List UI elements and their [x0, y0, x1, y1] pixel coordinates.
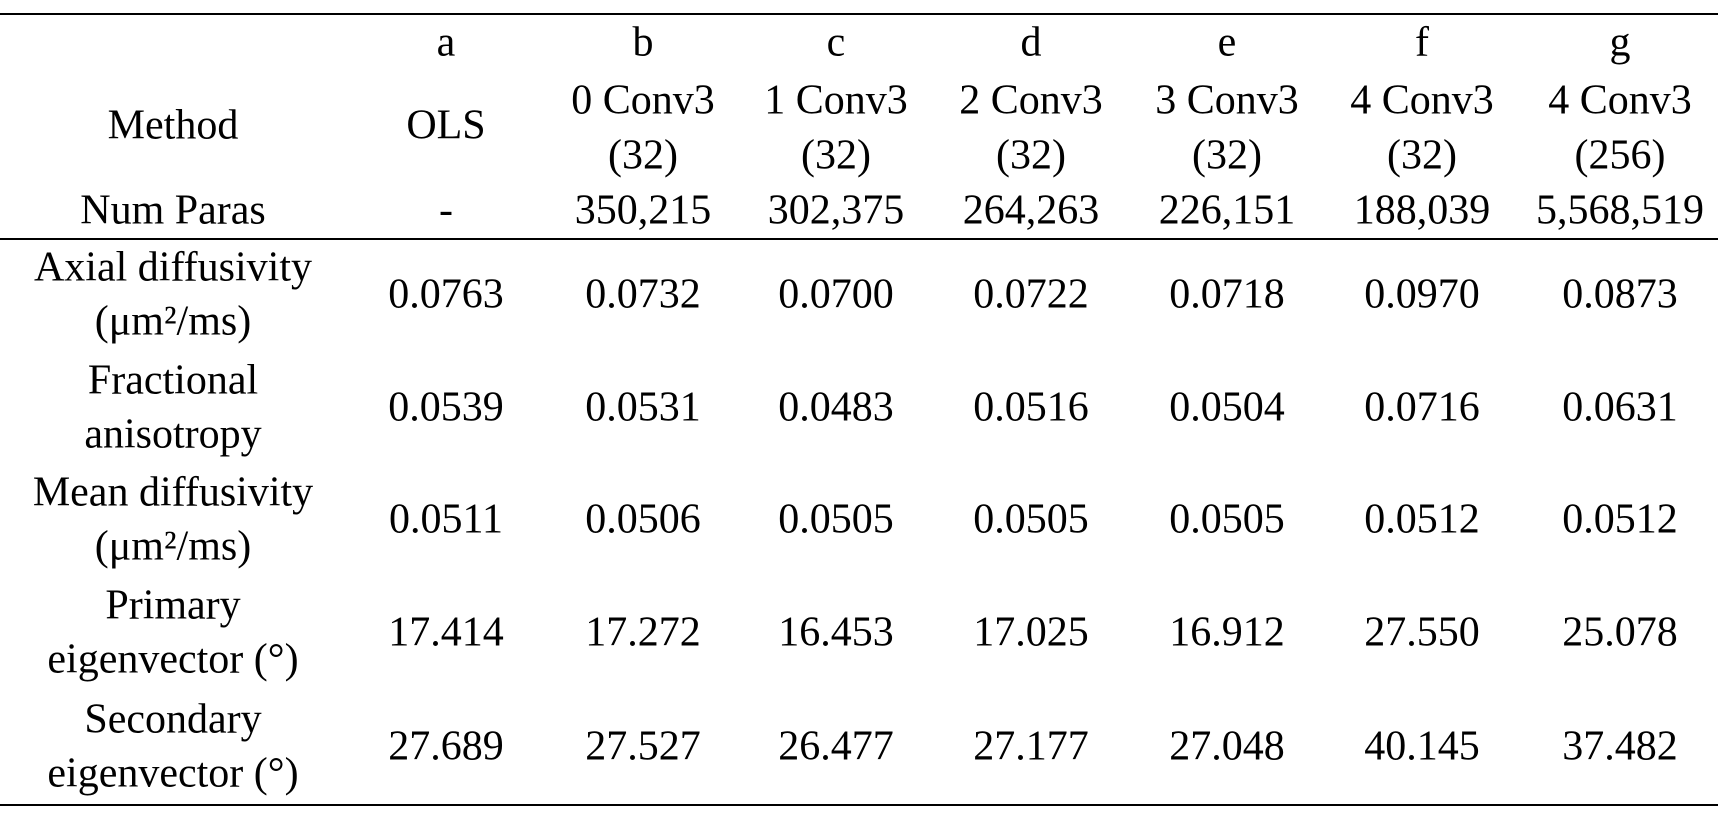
- cell-value: 27.550: [1364, 610, 1480, 656]
- cell-value: 0.0531: [585, 385, 701, 431]
- column-letter: b: [633, 20, 654, 66]
- cell-value: 0.0970: [1364, 272, 1480, 318]
- row-label: Primary: [105, 583, 240, 629]
- cell-value: 0.0505: [973, 497, 1089, 543]
- row-label: eigenvector (°): [47, 751, 298, 797]
- row-label: Fractional: [88, 358, 258, 404]
- column-letter: e: [1218, 20, 1237, 66]
- cell-value: 27.689: [388, 724, 504, 770]
- column-letter: f: [1415, 20, 1429, 66]
- column-params: 226,151: [1159, 188, 1296, 234]
- cell-value: 0.0511: [389, 497, 503, 543]
- cell-value: 0.0722: [973, 272, 1089, 318]
- row-label: anisotropy: [84, 412, 261, 458]
- cell-value: 25.078: [1562, 610, 1678, 656]
- cell-value: 17.272: [585, 610, 701, 656]
- column-name: OLS: [406, 103, 485, 149]
- cell-value: 0.0505: [778, 497, 894, 543]
- cell-value: 17.025: [973, 610, 1089, 656]
- cell-value: 0.0512: [1364, 497, 1480, 543]
- column-name: (32): [996, 133, 1066, 179]
- cell-value: 0.0516: [973, 385, 1089, 431]
- cell-value: 27.177: [973, 724, 1089, 770]
- cell-value: 0.0763: [388, 272, 504, 318]
- column-name: 1 Conv3: [764, 78, 908, 124]
- column-name: (32): [608, 133, 678, 179]
- column-params: 350,215: [575, 188, 712, 234]
- cell-value: 27.527: [585, 724, 701, 770]
- cell-value: 0.0873: [1562, 272, 1678, 318]
- cell-value: 0.0716: [1364, 385, 1480, 431]
- cell-value: 0.0631: [1562, 385, 1678, 431]
- column-name: 2 Conv3: [959, 78, 1103, 124]
- row-label: eigenvector (°): [47, 637, 298, 683]
- column-name: (32): [1387, 133, 1457, 179]
- column-letter: a: [437, 20, 456, 66]
- row-label: Mean diffusivity: [33, 470, 313, 516]
- column-letter: d: [1021, 20, 1042, 66]
- cell-value: 27.048: [1169, 724, 1285, 770]
- column-params: 5,568,519: [1536, 188, 1704, 234]
- column-letter: g: [1610, 20, 1631, 66]
- cell-value: 0.0512: [1562, 497, 1678, 543]
- column-params: -: [439, 188, 453, 234]
- row-label: Axial diffusivity: [34, 245, 312, 291]
- cell-value: 26.477: [778, 724, 894, 770]
- row-label: Secondary: [84, 697, 261, 743]
- params-label: Num Paras: [80, 188, 265, 234]
- cell-value: 17.414: [388, 610, 504, 656]
- cell-value: 0.0505: [1169, 497, 1285, 543]
- row-label: (μm²/ms): [95, 524, 251, 570]
- cell-value: 0.0504: [1169, 385, 1285, 431]
- cell-value: 37.482: [1562, 724, 1678, 770]
- method-label: Method: [108, 103, 239, 149]
- column-name: 4 Conv3: [1548, 78, 1692, 124]
- column-name: (256): [1575, 133, 1666, 179]
- cell-value: 0.0483: [778, 385, 894, 431]
- cell-value: 40.145: [1364, 724, 1480, 770]
- cell-value: 0.0506: [585, 497, 701, 543]
- cell-value: 0.0718: [1169, 272, 1285, 318]
- column-name: 0 Conv3: [571, 78, 715, 124]
- column-params: 264,263: [963, 188, 1100, 234]
- column-name: 3 Conv3: [1155, 78, 1299, 124]
- column-params: 302,375: [768, 188, 905, 234]
- cell-value: 0.0732: [585, 272, 701, 318]
- column-params: 188,039: [1354, 188, 1491, 234]
- cell-value: 0.0700: [778, 272, 894, 318]
- cell-value: 0.0539: [388, 385, 504, 431]
- column-name: (32): [801, 133, 871, 179]
- column-name: (32): [1192, 133, 1262, 179]
- column-name: 4 Conv3: [1350, 78, 1494, 124]
- row-label: (μm²/ms): [95, 299, 251, 345]
- cell-value: 16.912: [1169, 610, 1285, 656]
- column-letter: c: [827, 20, 846, 66]
- cell-value: 16.453: [778, 610, 894, 656]
